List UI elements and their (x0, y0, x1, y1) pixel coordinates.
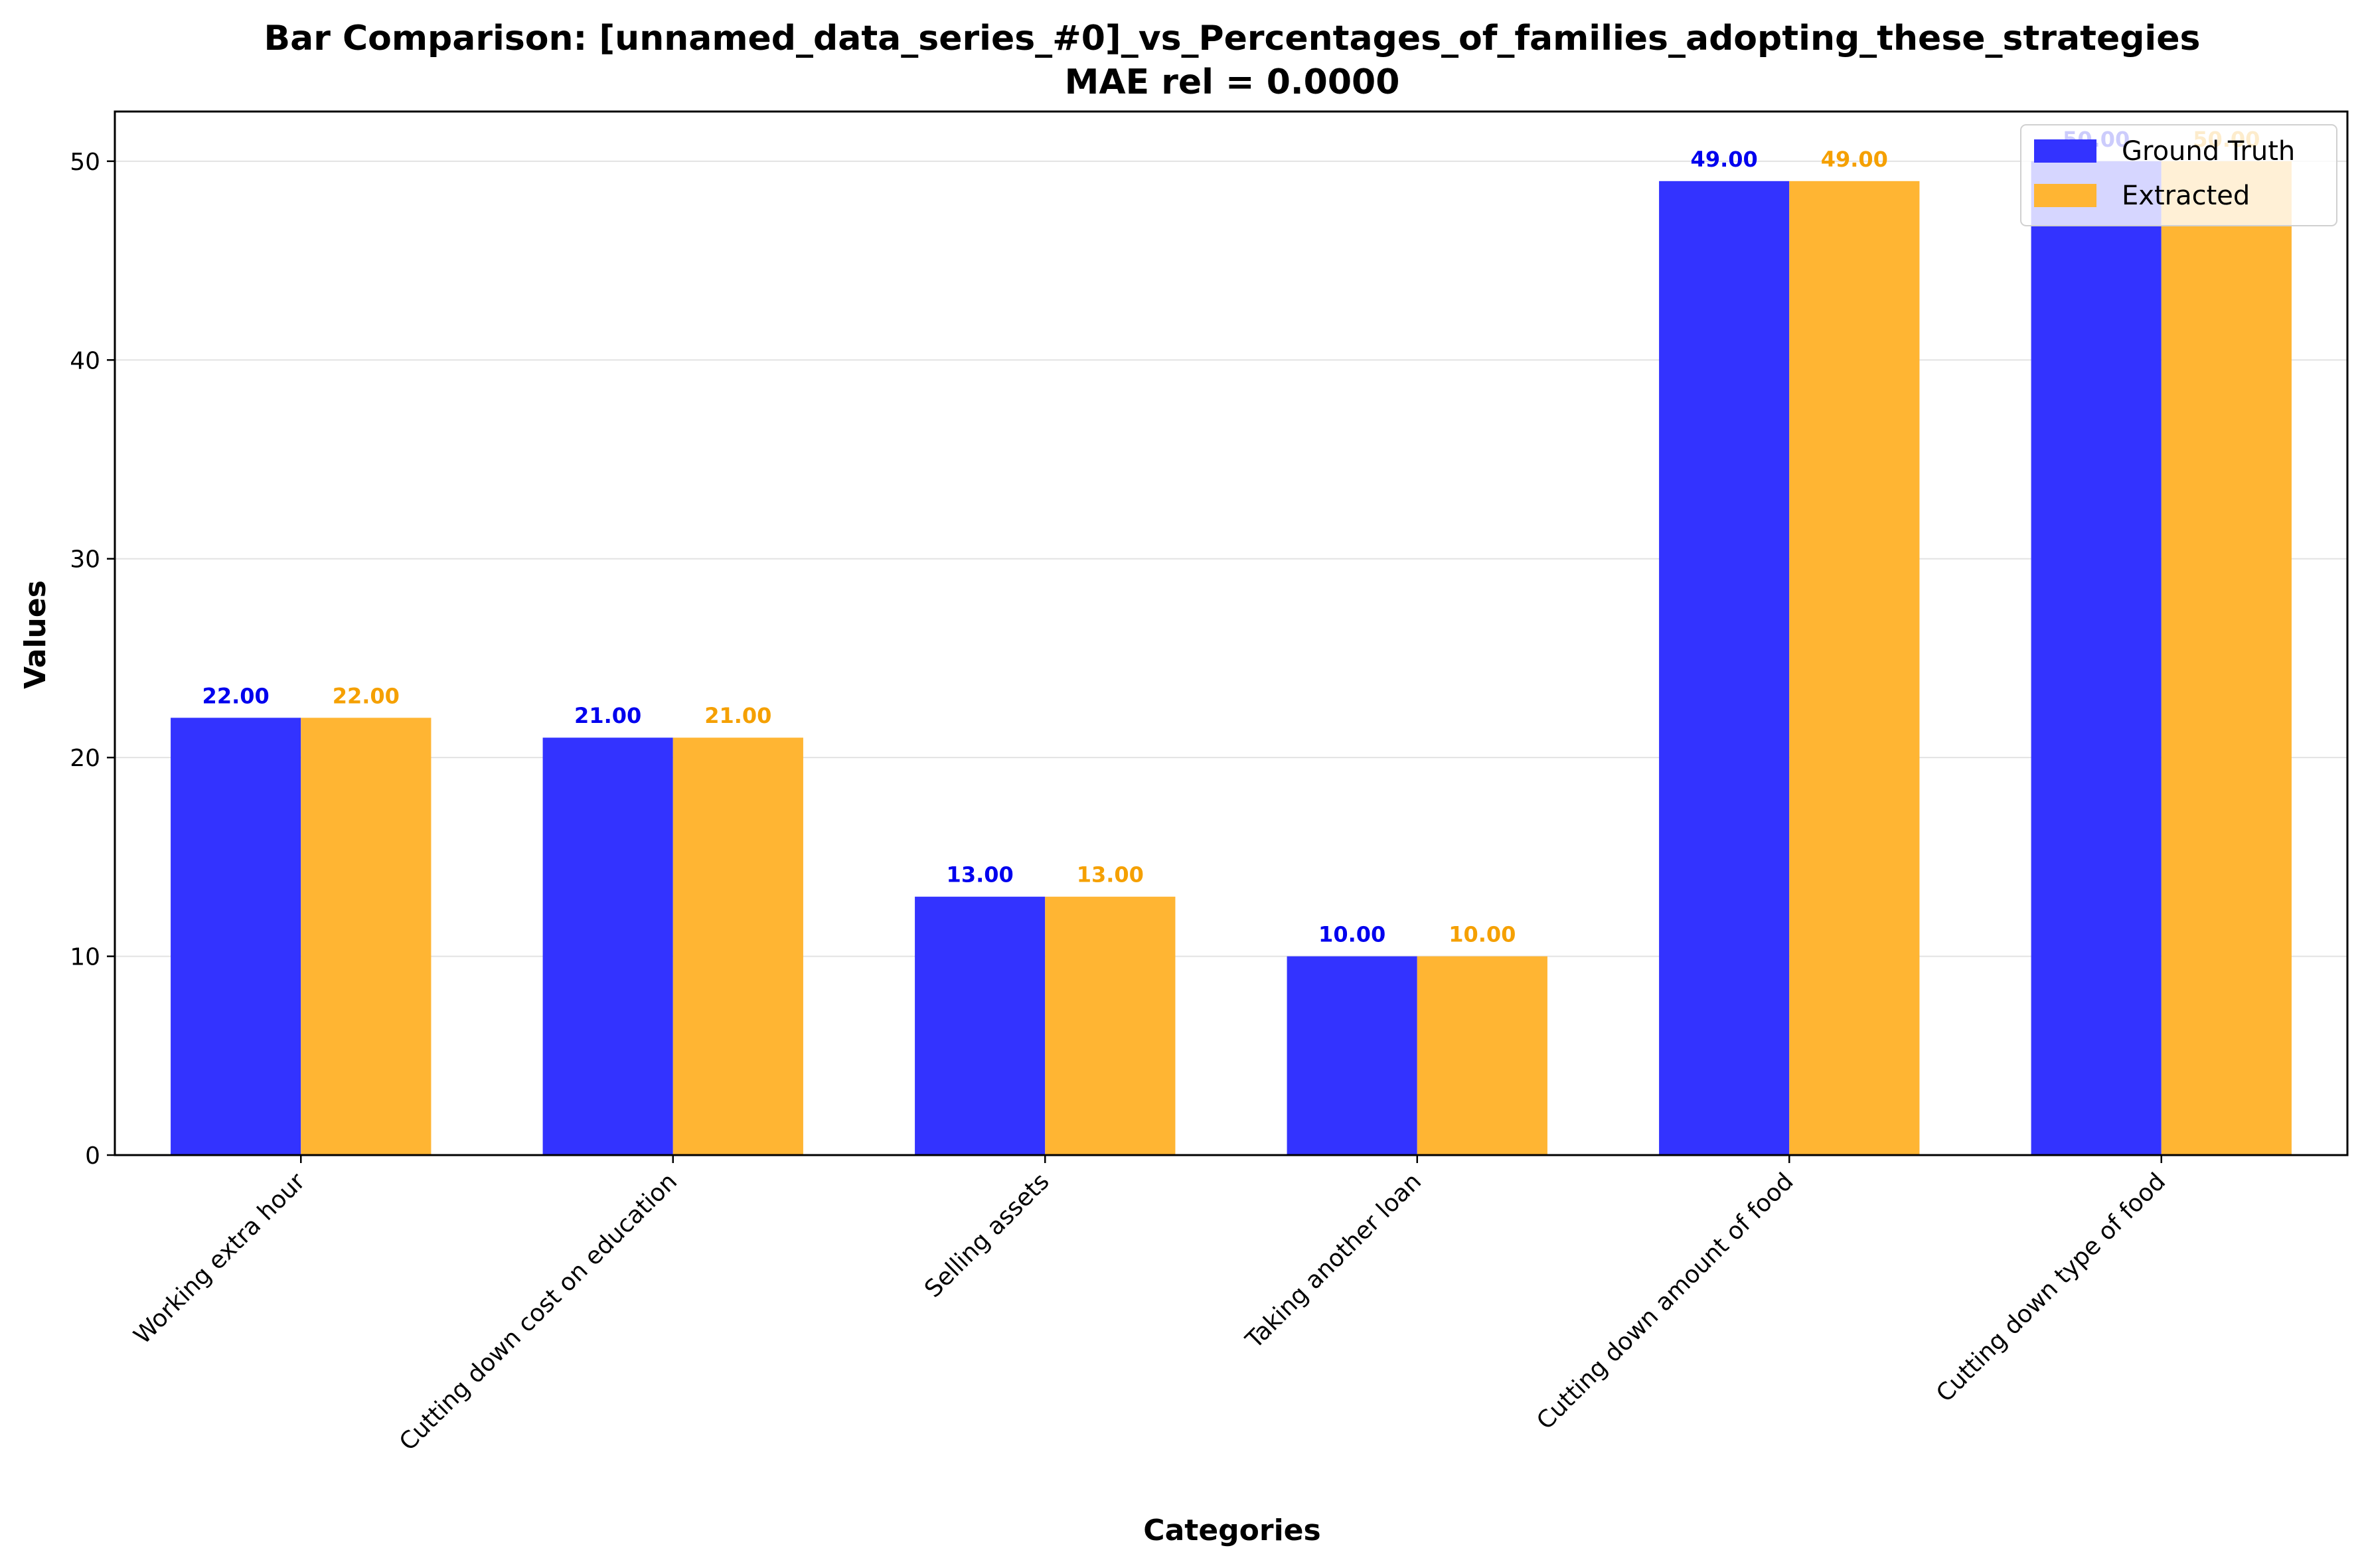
data-label: 21.00 (704, 703, 771, 728)
bar-extracted (1417, 956, 1547, 1155)
legend-swatch (2034, 139, 2096, 163)
y-tick-label: 0 (85, 1142, 100, 1170)
data-label: 21.00 (574, 703, 641, 728)
y-axis-ticks: 0 10 20 30 40 50 (70, 149, 115, 1170)
plot-frame (114, 110, 2349, 1156)
bar-extracted (1789, 181, 1920, 1155)
bar-ground-truth (1659, 181, 1790, 1155)
data-label: 10.00 (1318, 922, 1385, 947)
x-tick-label: Cutting down amount of food (1532, 1168, 1798, 1435)
bar-extracted (301, 718, 432, 1155)
x-axis-ticks: Working extra hour Cutting down cost on e… (129, 1155, 2171, 1456)
data-labels: 22.00 22.00 21.00 21.00 13.00 13.00 10.00 10.00… (202, 127, 2260, 947)
bar-ground-truth (915, 896, 1046, 1155)
x-tick-label: Cutting down cost on education (394, 1168, 682, 1456)
data-label: 22.00 (202, 683, 270, 708)
legend: Ground Truth Extracted (2020, 124, 2337, 226)
y-tick-label: 40 (70, 347, 100, 374)
legend-label: Ground Truth (2122, 136, 2295, 167)
data-label: 13.00 (1077, 862, 1144, 888)
y-tick-label: 50 (70, 149, 100, 176)
bar-ground-truth (542, 738, 673, 1155)
y-tick-label: 20 (70, 745, 100, 772)
legend-swatch (2034, 184, 2096, 207)
y-tick-label: 10 (70, 944, 100, 971)
x-tick-label: Cutting down type of food (1931, 1168, 2171, 1407)
bar-ground-truth (2031, 161, 2162, 1155)
chart-subtitle: MAE rel = 0.0000 (1065, 62, 1400, 102)
x-tick-label: Taking another loan (1240, 1168, 1427, 1354)
bars (171, 161, 2292, 1155)
bar-extracted (672, 738, 803, 1155)
x-axis-label: Categories (1143, 1514, 1320, 1547)
data-label: 13.00 (947, 862, 1014, 888)
y-axis-label: Values (19, 580, 52, 689)
legend-box (2020, 124, 2337, 226)
x-tick-label: Selling assets (919, 1168, 1054, 1302)
bar-ground-truth (171, 718, 301, 1155)
bar-extracted (2161, 161, 2292, 1155)
data-label: 22.00 (333, 683, 400, 708)
chart-title: Bar Comparison: [unnamed_data_series_#0]… (264, 19, 2201, 58)
bar-ground-truth (1287, 956, 1417, 1155)
bar-extracted (1045, 896, 1176, 1155)
data-label: 10.00 (1449, 922, 1516, 947)
y-tick-label: 30 (70, 546, 100, 574)
x-tick-label: Working extra hour (129, 1168, 311, 1350)
gridlines (115, 160, 2347, 1156)
data-label: 49.00 (1821, 147, 1888, 172)
legend-label: Extracted (2122, 181, 2250, 211)
data-label: 49.00 (1691, 147, 1758, 172)
